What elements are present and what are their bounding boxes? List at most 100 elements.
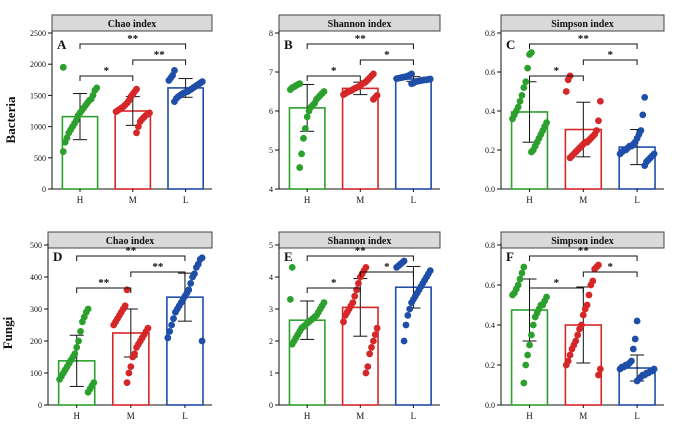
y-tick-label: 0.6 [485, 68, 495, 77]
significance-bracket [359, 271, 414, 277]
panel-b-title-box [278, 14, 441, 32]
data-point-m [564, 76, 572, 84]
data-point-m [341, 312, 349, 319]
data-point-l [616, 365, 624, 373]
data-point-l [187, 280, 195, 287]
data-point-h [518, 92, 526, 99]
data-point-l [172, 308, 179, 316]
data-point-l [408, 80, 415, 88]
data-point-l [170, 315, 177, 322]
significance-label: ** [98, 277, 110, 289]
x-tick-label: M [579, 195, 587, 205]
panel-a-title-box [51, 14, 213, 32]
data-point-m [576, 325, 583, 333]
data-point-h [528, 331, 535, 339]
data-point-h [531, 313, 539, 321]
data-point-h [286, 86, 294, 93]
data-point-l [629, 345, 637, 353]
significance-bracket [306, 75, 361, 81]
y-tick-label: 0.0 [485, 185, 495, 194]
data-point-l [633, 317, 641, 325]
significance-label: * [607, 49, 613, 61]
data-point-m [595, 117, 602, 125]
significance-label: * [331, 65, 337, 77]
significance-label: ** [152, 261, 164, 273]
data-point-m [566, 351, 574, 359]
panel-b-title: Shannon index [328, 19, 392, 30]
panel-e-title-box [278, 231, 441, 249]
data-point-m [353, 286, 360, 294]
data-point-l [400, 337, 408, 345]
row-label-fungi: Fungi [0, 316, 15, 350]
significance-label: * [607, 261, 613, 273]
data-point-m [355, 280, 362, 287]
data-point-m [364, 363, 372, 370]
y-tick-label: 2 [269, 337, 273, 346]
significance-bracket [306, 43, 414, 49]
data-point-l [404, 312, 412, 319]
data-point-h [61, 138, 69, 146]
y-tick-label: 500 [30, 241, 42, 250]
bar-l [394, 78, 432, 190]
y-tick-label: 5 [269, 146, 273, 155]
significance-label: ** [578, 33, 590, 45]
x-tick-label: L [183, 195, 189, 205]
significance-bracket [529, 255, 638, 261]
data-point-l [641, 162, 649, 170]
y-tick-label: 0.0 [485, 401, 495, 410]
panel-f-letter: F [506, 249, 514, 264]
data-point-m [591, 265, 599, 273]
data-point-h [528, 148, 535, 156]
data-point-h [300, 134, 307, 142]
data-point-h [529, 321, 537, 329]
significance-bracket [132, 59, 187, 65]
y-tick-label: 4 [269, 185, 273, 194]
significance-bracket [582, 271, 638, 277]
data-point-m [340, 318, 347, 326]
data-point-m [129, 353, 137, 361]
x-tick-label: H [77, 195, 84, 205]
data-point-h [524, 64, 532, 72]
data-point-m [351, 292, 359, 300]
row-label-bacteria: Bacteria [3, 96, 18, 144]
bar-m [341, 87, 379, 190]
data-point-l [192, 264, 200, 271]
data-point-m [568, 345, 576, 353]
significance-bracket [359, 59, 414, 65]
y-tick-label: 0.8 [485, 241, 495, 250]
data-point-m [368, 344, 375, 351]
significance-bracket [79, 75, 134, 81]
y-tick-label: 200 [30, 337, 42, 346]
data-point-h [75, 337, 83, 345]
panel-d-letter: D [53, 249, 62, 264]
data-point-h [296, 164, 304, 171]
data-point-m [369, 337, 377, 345]
data-point-m [134, 123, 142, 130]
data-point-h [516, 97, 524, 105]
panel-a-title: Chao index [108, 19, 157, 30]
data-point-h [520, 379, 528, 387]
data-point-h [305, 107, 313, 115]
data-point-l [165, 77, 173, 84]
significance-bracket [76, 287, 132, 293]
data-point-h [298, 150, 305, 158]
data-point-h [77, 328, 84, 335]
y-tick-label: 8 [269, 29, 273, 38]
significance-label: ** [355, 33, 367, 45]
data-point-m [369, 95, 377, 103]
y-tick-label: 4 [269, 273, 273, 282]
significance-bracket [76, 255, 186, 261]
data-point-h [509, 115, 516, 123]
data-point-l [406, 305, 414, 313]
panel-d-title: Chao index [106, 236, 155, 247]
significance-label: ** [154, 49, 166, 61]
x-tick-label: L [411, 411, 417, 421]
data-point-m [585, 291, 593, 299]
y-tick-label: 100 [30, 369, 42, 378]
significance-label: ** [355, 245, 367, 257]
y-tick-label: 2500 [30, 29, 46, 38]
data-point-h [509, 291, 516, 299]
significance-label: * [384, 49, 390, 61]
panel-c-letter: C [506, 37, 515, 52]
